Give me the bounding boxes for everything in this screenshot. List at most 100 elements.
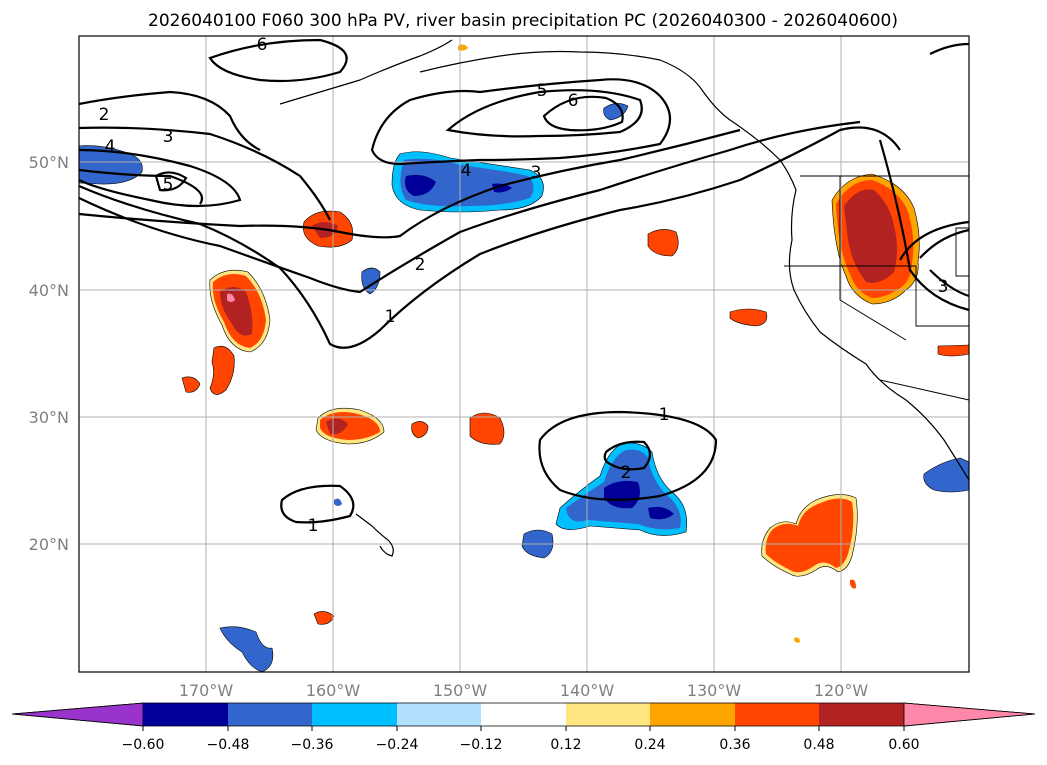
lat-label: 40°N	[29, 281, 69, 300]
precip-blob-negative	[400, 158, 534, 207]
pv-contour	[78, 128, 741, 239]
colorbar-tick-label: −0.24	[376, 737, 419, 753]
colorbar-swatch	[819, 703, 904, 726]
pv-contour	[78, 126, 331, 221]
colorbar-swatch	[481, 703, 566, 726]
map-panel: 6 2 3 4 5 5 6 4 3 2 1 1 2 1 3	[78, 35, 970, 673]
colorbar-tick-label: 0.60	[888, 737, 919, 753]
precip-blob-positive	[937, 344, 970, 357]
colorbar: −0.60 −0.48 −0.36 −0.24 −0.12 0.12 0.24 …	[11, 702, 1036, 753]
lon-label: 170°W	[179, 681, 234, 700]
pv-contour	[603, 440, 652, 471]
precip-blob-positive	[209, 345, 235, 395]
colorbar-swatch	[650, 703, 735, 726]
colorbar-ticks: −0.60 −0.48 −0.36 −0.24 −0.12 0.12 0.24 …	[122, 726, 920, 753]
contour-label: 1	[308, 516, 319, 536]
contour-label: 2	[99, 105, 110, 125]
precip-blob-positive	[469, 412, 505, 445]
colorbar-tick-label: 0.36	[719, 737, 750, 753]
contour-label: 6	[568, 91, 579, 111]
colorbar-tick-label: 0.48	[803, 737, 834, 753]
hawaii-islands	[355, 513, 394, 557]
precip-blob-positive	[313, 611, 335, 625]
contour-label: 5	[537, 81, 548, 101]
colorbar-swatch	[566, 703, 651, 726]
precip-blob-positive	[765, 498, 854, 573]
contour-label: 5	[163, 175, 174, 195]
colorbar-tick-label: −0.12	[460, 737, 503, 753]
colorbar-swatch	[735, 703, 820, 726]
lon-label: 160°W	[306, 681, 361, 700]
precip-blob-positive	[411, 421, 429, 439]
gridlines	[79, 36, 969, 672]
pv-contour	[929, 269, 970, 298]
lon-label: 120°W	[814, 681, 869, 700]
aleutian-chain	[279, 39, 453, 105]
figure-title: 2026040100 F060 300 hPa PV, river basin …	[148, 11, 898, 31]
pv-contour	[899, 220, 970, 261]
precip-blob-negative	[219, 626, 274, 673]
colorbar-swatch	[397, 703, 482, 726]
pv-contour	[154, 171, 188, 192]
contour-label: 3	[531, 163, 542, 183]
pv-contour	[78, 148, 242, 208]
state-border	[839, 176, 907, 341]
pv-contour	[280, 484, 355, 524]
pv-contour	[878, 139, 970, 312]
contour-label: 3	[938, 277, 949, 297]
pv-contour	[208, 38, 348, 83]
colorbar-swatch	[312, 703, 397, 726]
contour-label: 4	[461, 161, 472, 181]
contour-label: 1	[659, 405, 670, 425]
lat-label: 20°N	[29, 535, 69, 554]
precip-blob-negative	[604, 480, 640, 509]
colorbar-swatch	[228, 703, 313, 726]
state-border	[784, 265, 969, 327]
pv-contour	[78, 120, 861, 294]
pv-contour	[542, 95, 624, 132]
pv-contour	[78, 168, 203, 205]
precip-blob-positive	[326, 418, 348, 435]
contour-label: 2	[621, 463, 632, 483]
us-mexico-border	[879, 379, 970, 401]
precip-blob-negative	[923, 457, 970, 493]
contour-label: 2	[415, 255, 426, 275]
precip-blob-negative	[492, 183, 512, 193]
lon-label: 150°W	[433, 681, 488, 700]
colorbar-tick-label: −0.60	[122, 737, 165, 753]
colorbar-extend-min	[11, 702, 144, 727]
colorbar-extend-max	[903, 702, 1036, 727]
colorbar-tick-label: −0.48	[207, 737, 250, 753]
lat-label: 50°N	[29, 153, 69, 172]
north-america-coast	[419, 50, 970, 481]
precip-blob-positive	[850, 579, 856, 589]
pv-contour	[929, 42, 970, 55]
pv-contour	[445, 89, 643, 138]
map-frame	[78, 35, 970, 673]
precip-blob-positive	[647, 229, 679, 257]
precip-blob-negative	[405, 174, 436, 196]
lon-label: 130°W	[687, 681, 742, 700]
pv-contour	[919, 228, 970, 259]
precip-blob-positive	[227, 293, 235, 302]
colorbar-tick-label: −0.36	[291, 737, 334, 753]
precip-blob-positive	[181, 376, 201, 393]
pv-contours	[78, 38, 970, 524]
precip-blob-negative	[648, 506, 674, 520]
pv-contour	[538, 410, 718, 501]
pv-contour	[78, 126, 901, 349]
lon-label: 140°W	[560, 681, 615, 700]
lon-axis-labels: 170°W 160°W 150°W 140°W 130°W 120°W	[179, 681, 869, 700]
contour-label: 6	[257, 35, 268, 55]
lat-axis-labels: 50°N 40°N 30°N 20°N	[29, 153, 69, 554]
precip-blob-positive	[844, 189, 897, 283]
precip-blob-positive	[729, 308, 768, 327]
colorbar-tick-label: 0.24	[634, 737, 665, 753]
colorbar-swatch	[143, 703, 228, 726]
contour-labels: 6 2 3 4 5 5 6 4 3 2 1 1 2 1 3	[99, 35, 949, 536]
precip-blob-positive	[794, 637, 800, 643]
colorbar-tick-label: 0.12	[550, 737, 581, 753]
pv-contour	[370, 78, 672, 166]
pv-contour	[78, 90, 261, 151]
